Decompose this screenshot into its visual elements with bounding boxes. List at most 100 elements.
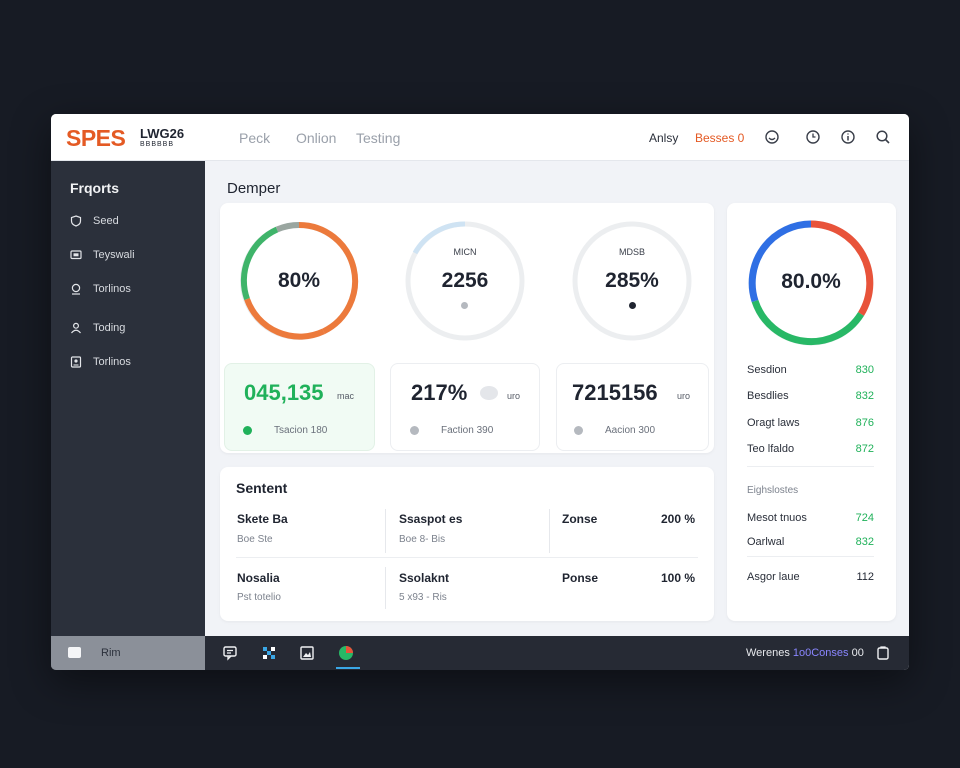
stat-card-2-value: 217% [411,380,468,405]
sentent-title: Sentent [236,480,288,496]
document-icon [70,356,82,368]
sent-row-1-name-3[interactable]: Zonse [562,512,598,526]
right-row-value: 724 [855,512,874,524]
gauge-4 [748,220,874,346]
gauge-2-label: MICN [453,247,477,257]
active-tab-indicator [336,667,360,669]
user-icon [71,322,81,334]
gauge-3-dot [629,302,636,309]
sidebar-item-label: Teyswali [93,249,135,261]
stat-card-2-caption: Faction 390 [441,425,494,436]
logo[interactable]: SPES [66,125,126,151]
gauge-2-value: 2256 [441,269,489,292]
sent-row-2-sub-2: 5 x93 - Ris [399,592,447,603]
right-row-label: Teo lfaldo [747,443,795,455]
app-window: SPES LWG26 BBBBBB Peck Onlion Testing An… [51,114,909,670]
image-icon[interactable] [299,645,315,661]
gauge-4-value: 80.0% [781,270,841,293]
status-dot [410,426,419,435]
window-icon [68,647,81,658]
user-name[interactable]: Anlsy [649,131,679,145]
sent-row-1-name-2[interactable]: Ssaspot es [399,512,463,526]
status-dot [574,426,583,435]
sent-row-2-name-3[interactable]: Ponse [562,571,599,585]
monitor-icon [70,250,82,260]
chat-icon[interactable] [222,645,238,661]
stat-card-3-unit: uro [677,391,691,401]
status-highlight: 1o0Conses [792,647,849,659]
stat-card-2-unit: uro [507,391,521,401]
stat-card-1-value: 045,135 [244,380,324,405]
clipboard-icon[interactable] [875,645,891,661]
info-icon[interactable] [840,129,856,145]
gauges-panel: 80% MICN 2256 MDSB 285% 045,135 mac Tsac… [220,203,714,453]
sent-row-1-sub-2: Boe 8- Bis [399,534,446,545]
sidebar-item-label: Seed [93,215,119,227]
right-row-label: Mesot tnuos [747,512,807,524]
right-row-value: 832 [855,536,874,548]
stat-card-2[interactable]: 217% uro Faction 390 [390,363,540,451]
right-row-label: Asgor laue [747,571,800,583]
sent-row-2-sub-1: Pst totelio [237,592,281,603]
sidebar-item-toding[interactable]: Toding [70,319,125,337]
right-row-value: 112 [856,571,874,583]
right-row-value: 872 [855,443,874,455]
gauge-3 [572,221,692,341]
gauge-3-value: 285% [605,269,659,292]
status-dot [243,426,252,435]
sidebar-item-torlinos[interactable]: Torlinos [70,280,131,298]
shield-icon [70,215,82,227]
sidebar-item-label: Torlinos [93,283,131,295]
search-icon[interactable] [875,129,891,145]
logo-sub-text: BBBBBB [140,141,175,148]
status-suffix: 00 [848,647,864,659]
sidebar-item-label: Torlinos [93,356,131,368]
chart-icon[interactable] [338,645,354,661]
logo-wordmark: LWG26 BBBBBB [140,127,184,148]
gauge-3-label: MDSB [618,247,645,257]
right-row-value: 832 [855,390,874,402]
nav-link-testing[interactable]: Testing [356,130,401,146]
sent-row-1-name-1[interactable]: Skete Ba [237,512,288,526]
sidebar-item-label: Toding [93,322,126,334]
bottom-bar: Rim Werenes 1o0Conses 00 [51,636,909,670]
sidebar-title: Frqorts [70,180,119,196]
bottom-left-tab[interactable]: Rim [51,636,205,670]
gauge-2 [405,221,525,341]
sent-row-2-name-2[interactable]: Ssolaknt [399,571,450,585]
sidebar: Frqorts Seed Teyswali Torlinos Toding To… [51,161,205,636]
status-prefix: Werenes [746,647,793,659]
sent-row-1-sub-1: Boe Ste [237,534,273,545]
right-row-label: Oarlwal [747,536,785,548]
sidebar-item-teyswali[interactable]: Teyswali [70,246,135,264]
sidebar-item-seed[interactable]: Seed [70,212,119,230]
right-row-value: 876 [855,417,874,429]
logo-top-text: LWG26 [140,126,185,141]
gauge-1-value: 80% [277,269,321,292]
stat-card-3-caption: Aacion 300 [605,425,656,436]
gauge-2-dot [461,302,468,309]
right-row-value: 830 [855,364,874,376]
clock-icon[interactable] [805,129,821,145]
stat-card-1-unit: mac [337,391,355,401]
sent-row-2-name-1[interactable]: Nosalia [237,571,280,585]
bottom-status: Werenes 1o0Conses 00 [746,647,864,659]
nav-link-onlion[interactable]: Onlion [296,130,337,146]
page-title: Demper [227,180,281,197]
right-row-label: Sesdion [747,364,787,376]
nav-link-peck[interactable]: Peck [239,130,271,146]
gauge-1 [240,221,359,340]
user-badge[interactable]: Besses 0 [695,131,745,145]
toggle-pill[interactable] [480,386,498,400]
sent-row-2-value: 100 % [660,571,695,585]
right-row-label: Besdlies [747,390,789,402]
stat-card-3[interactable]: 7215156 uro Aacion 300 [556,363,709,451]
grid-icon[interactable] [261,645,277,661]
smiley-icon[interactable] [764,129,780,145]
top-bar: SPES LWG26 BBBBBB Peck Onlion Testing An… [51,114,909,161]
stat-card-1[interactable]: 045,135 mac Tsacion 180 [224,363,375,451]
bottom-left-label: Rim [101,647,121,659]
sidebar-item-torlinos-2[interactable]: Torlinos [70,353,131,371]
right-section-title: Eighslostes [747,485,799,496]
search-icon [71,283,81,295]
